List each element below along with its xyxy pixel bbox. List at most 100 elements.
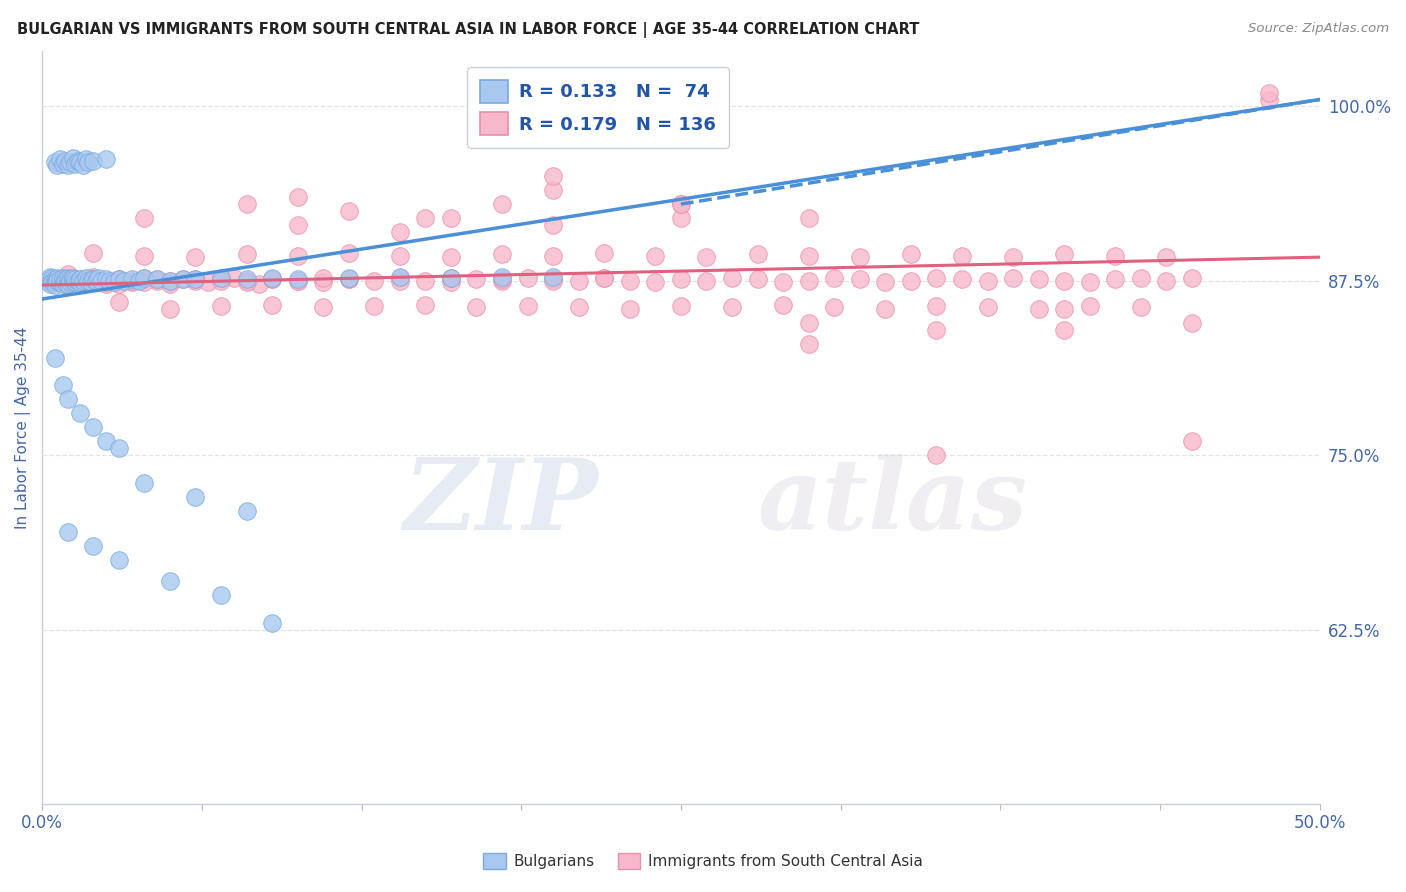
Point (107, 272, 129, 286)
Point (51, 271, 73, 285)
Point (94, 153, 117, 167)
Point (875, 275, 897, 289)
Point (1257, 86, 1279, 100)
Point (159, 274, 181, 288)
Point (1181, 434, 1204, 449)
Point (75, 153, 97, 167)
Point (51, 274, 73, 288)
Point (107, 294, 129, 309)
Point (1002, 250, 1025, 264)
Point (69, 406, 91, 420)
Point (721, 301, 744, 315)
Point (49, 272, 72, 286)
Point (82, 246, 104, 260)
Point (1257, 93, 1279, 107)
Point (363, 274, 385, 288)
Point (134, 211, 156, 225)
Point (1104, 272, 1126, 286)
Point (747, 272, 769, 286)
Point (44, 155, 66, 169)
Point (56, 274, 79, 288)
Point (146, 274, 169, 288)
Point (79, 275, 101, 289)
Point (53, 153, 76, 168)
Point (875, 301, 897, 316)
Point (262, 272, 284, 286)
Point (65, 272, 87, 286)
Point (541, 218, 564, 232)
Point (97, 274, 120, 288)
Point (146, 272, 169, 286)
Point (491, 247, 513, 261)
Point (950, 249, 973, 263)
Point (121, 272, 143, 286)
Point (388, 271, 411, 285)
Point (69, 275, 91, 289)
Point (184, 490, 207, 504)
Point (197, 275, 219, 289)
Point (38, 269, 60, 284)
Point (235, 247, 257, 261)
Point (134, 271, 156, 285)
Point (415, 297, 437, 311)
Point (721, 271, 744, 285)
Point (669, 272, 692, 286)
Point (159, 301, 181, 316)
Point (59, 272, 82, 286)
Point (235, 504, 257, 518)
Text: atlas: atlas (758, 454, 1028, 551)
Point (51, 378, 73, 392)
Point (312, 275, 335, 289)
Point (747, 247, 769, 261)
Point (950, 272, 973, 286)
Point (491, 272, 513, 286)
Point (82, 274, 104, 288)
Point (51, 156, 73, 170)
Point (337, 272, 360, 286)
Point (82, 272, 104, 286)
Point (644, 249, 666, 263)
Point (541, 269, 564, 284)
Point (69, 275, 91, 289)
Point (134, 476, 156, 491)
Point (235, 275, 257, 289)
Point (1181, 271, 1204, 285)
Point (56, 272, 79, 286)
Point (59, 274, 82, 288)
Point (976, 301, 998, 315)
Point (94, 272, 117, 286)
Point (184, 250, 207, 264)
Point (121, 274, 143, 288)
Point (593, 271, 616, 285)
Point (440, 250, 463, 264)
Point (287, 274, 309, 288)
Point (388, 274, 411, 288)
Point (128, 274, 150, 288)
Point (1053, 274, 1076, 288)
Point (900, 247, 922, 261)
Point (172, 272, 194, 286)
Point (823, 271, 845, 285)
Point (121, 275, 143, 289)
Point (107, 553, 129, 567)
Point (94, 277, 117, 291)
Point (541, 183, 564, 197)
Point (247, 277, 270, 291)
Point (75, 271, 97, 285)
Point (925, 448, 948, 462)
Point (51, 274, 73, 288)
Point (235, 272, 257, 286)
Point (541, 249, 564, 263)
Point (1078, 275, 1101, 289)
Point (112, 274, 135, 288)
Point (695, 250, 717, 264)
Point (82, 269, 104, 284)
Point (209, 274, 232, 288)
Point (593, 271, 616, 285)
Point (62, 271, 84, 285)
Point (772, 297, 794, 311)
Point (1002, 271, 1025, 285)
Point (59, 275, 82, 289)
Point (287, 190, 309, 204)
Point (1028, 301, 1050, 316)
